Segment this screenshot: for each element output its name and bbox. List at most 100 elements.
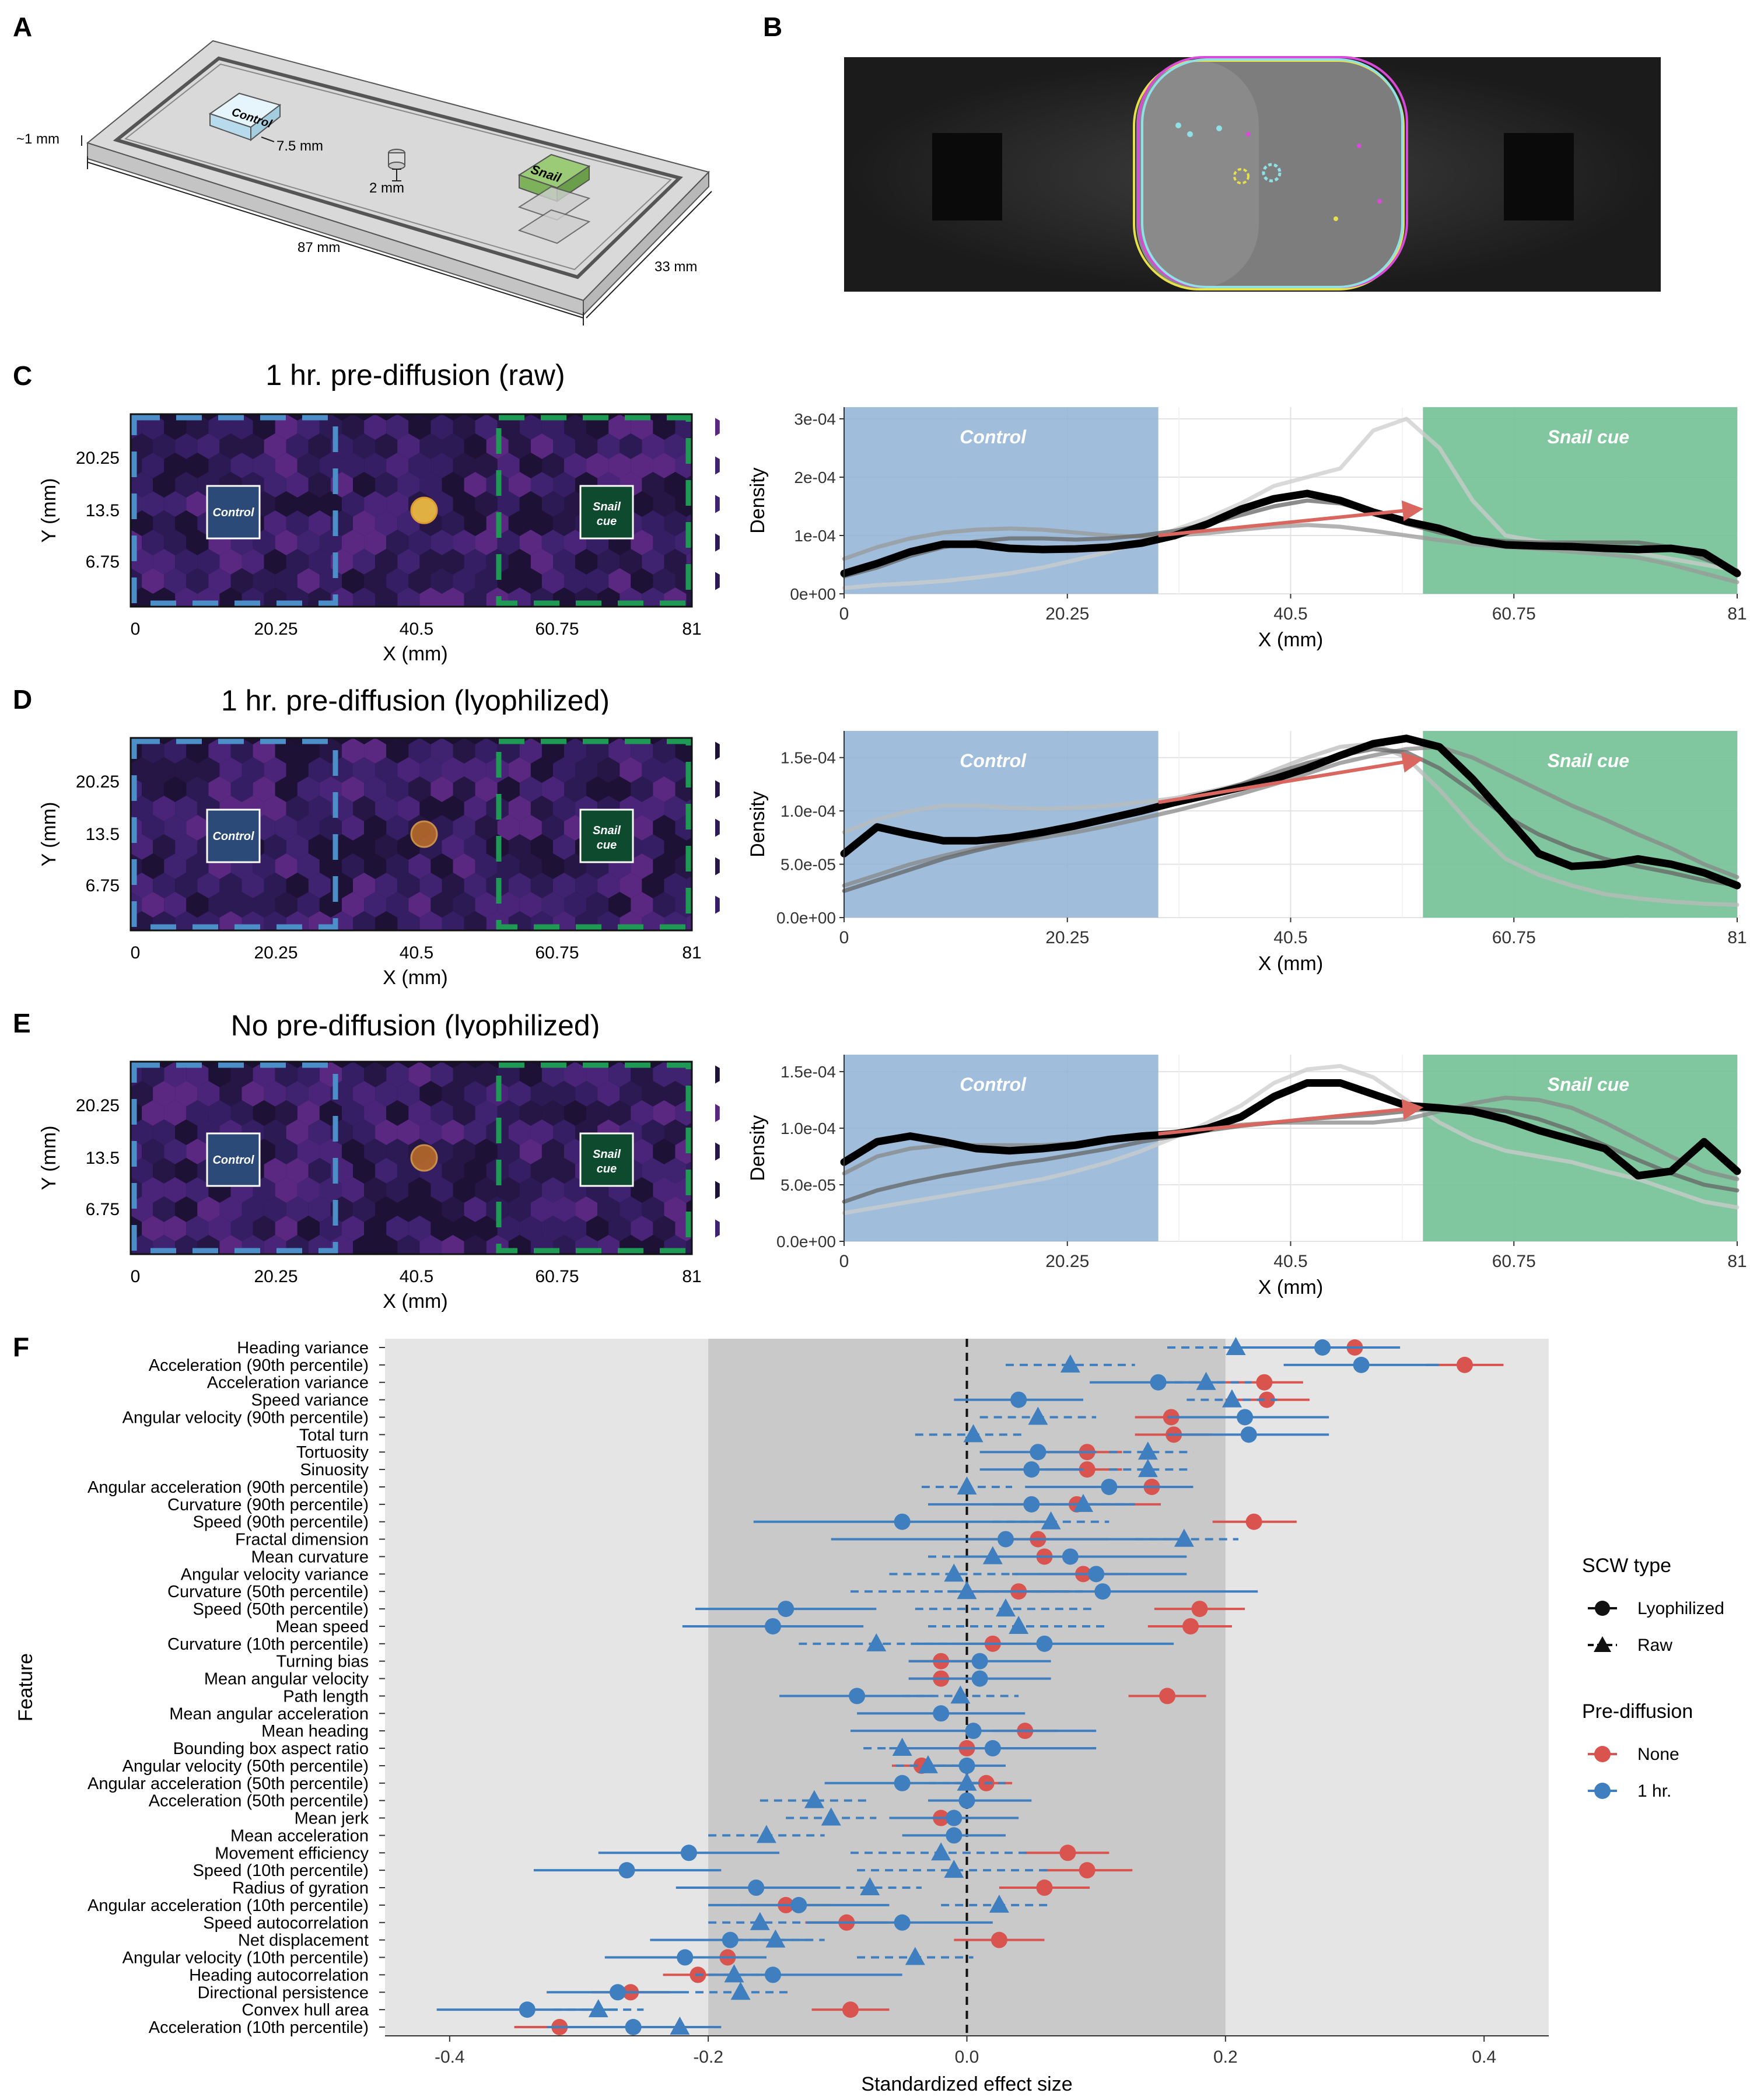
heatmap-hex bbox=[275, 1177, 298, 1203]
heatmap-hex bbox=[175, 757, 198, 783]
heatmap-hex bbox=[308, 510, 331, 536]
x-tick-label: 40.5 bbox=[400, 943, 433, 963]
heatmap-hex bbox=[530, 1196, 553, 1222]
feature-row: Mean acceleration bbox=[230, 1825, 1006, 1845]
heatmap-hex bbox=[375, 1119, 398, 1145]
heatmap-hex bbox=[408, 453, 431, 478]
heatmap-hex bbox=[541, 892, 564, 918]
control-region bbox=[844, 731, 1158, 918]
heatmap-hex bbox=[453, 1177, 475, 1203]
photo-left-well bbox=[932, 133, 1002, 220]
heatmap-hex bbox=[631, 776, 653, 802]
heatmap-hex bbox=[297, 414, 320, 440]
y-tick-label: 1.5e-04 bbox=[780, 1063, 836, 1081]
heatmap-hex bbox=[364, 491, 387, 517]
heatmap-hex bbox=[264, 796, 286, 821]
effect-point-lyophilized bbox=[1258, 1391, 1275, 1408]
effect-point-lyophilized bbox=[842, 2001, 859, 2018]
heatmap-hex bbox=[508, 757, 531, 783]
heatmap-hex bbox=[164, 414, 187, 440]
heatmap-hex bbox=[253, 1100, 275, 1126]
heatmap-hex bbox=[264, 1119, 286, 1145]
heatmap-hex bbox=[297, 815, 320, 841]
heatmap-hex bbox=[275, 1216, 298, 1241]
heatmap-hex bbox=[653, 892, 676, 918]
heatmap-hex bbox=[364, 738, 387, 764]
feature-row: Total turn bbox=[299, 1424, 1329, 1444]
heatmap-hex bbox=[575, 1081, 598, 1107]
heatmap-hex bbox=[464, 1119, 487, 1145]
heatmap-hex bbox=[375, 433, 398, 459]
heatmap-hex bbox=[142, 815, 164, 841]
heatmap-hex bbox=[364, 892, 387, 918]
heatmap-hex bbox=[620, 1196, 642, 1222]
heatmap-hex bbox=[219, 549, 242, 575]
heatmap-hex bbox=[175, 873, 198, 898]
heatmap-hex bbox=[430, 568, 453, 594]
control-zone-outline bbox=[131, 1062, 338, 1254]
heatmap-hex bbox=[197, 433, 220, 459]
heatmap-hex bbox=[453, 491, 475, 517]
feature-row: Curvature (90th percentile) bbox=[167, 1493, 1161, 1514]
heatmap-hex bbox=[164, 1062, 187, 1087]
effect-point-lyophilized bbox=[1353, 1356, 1370, 1373]
heatmap-hex bbox=[164, 1177, 187, 1203]
mask bbox=[692, 715, 715, 954]
x-axis-title: Standardized effect size bbox=[861, 2073, 1072, 2095]
heatmap-hex bbox=[297, 1177, 320, 1203]
heatmap-hex bbox=[608, 776, 631, 802]
heatmap-hex bbox=[497, 776, 520, 802]
heatmap-hex bbox=[308, 1158, 331, 1184]
heatmap-hex bbox=[430, 1177, 453, 1203]
heatmap-panel-d: Control Snail cue 0 20.25 40.5 60.75 81 20.25 13.… bbox=[38, 715, 720, 989]
effect-point-raw bbox=[1009, 1615, 1029, 1634]
legend-item-lyophilized: Lyophilized bbox=[1637, 1599, 1724, 1618]
heatmap-hex bbox=[264, 1081, 286, 1107]
heatmap-hex bbox=[131, 796, 153, 821]
bias-arrow bbox=[1158, 751, 1424, 804]
chamber-schematic: Control Snail 7.5 mm 2 mm ~1 mm 87 bbox=[16, 40, 712, 326]
heatmap-hex bbox=[541, 1216, 564, 1241]
feature-row: Mean curvature bbox=[251, 1546, 1187, 1566]
effect-point-lyophilized bbox=[1150, 1374, 1167, 1391]
heatmap-hex bbox=[519, 530, 542, 555]
heatmap-hex bbox=[608, 738, 631, 764]
effect-point-raw bbox=[1138, 1459, 1158, 1478]
heatmap-hex bbox=[642, 510, 664, 536]
heatmap-hex bbox=[208, 1216, 231, 1241]
heatmap-hex bbox=[308, 1196, 331, 1222]
snail-region-label: Snail cue bbox=[1548, 1074, 1630, 1095]
heatmap-hex bbox=[386, 1177, 409, 1203]
x-axis-title: X (mm) bbox=[383, 643, 447, 665]
heatmap-hex bbox=[142, 530, 164, 555]
control-zone-outline bbox=[131, 415, 338, 606]
feature-row: Radius of gyration bbox=[232, 1877, 1090, 1898]
heatmap-hex bbox=[541, 568, 564, 594]
heatmap-hex bbox=[453, 853, 475, 879]
heatmap-hex bbox=[664, 433, 687, 459]
heatmap-hex bbox=[297, 530, 320, 555]
heatmap-hex bbox=[286, 1158, 309, 1184]
effect-point-raw bbox=[1060, 1354, 1080, 1373]
heatmap-hex bbox=[353, 796, 376, 821]
chamber-frame bbox=[113, 56, 683, 279]
heatmap-hex bbox=[541, 853, 564, 879]
heatmap-hex bbox=[375, 510, 398, 536]
feature-label: Radius of gyration bbox=[232, 1879, 369, 1898]
effect-point-raw bbox=[1138, 1441, 1158, 1460]
heatmap-hex bbox=[608, 414, 631, 440]
heatmap-frame bbox=[130, 737, 693, 932]
heatmap-hex bbox=[653, 1139, 676, 1164]
heatmap-hex bbox=[219, 1081, 242, 1107]
effect-point-lyophilized bbox=[1456, 1356, 1473, 1373]
heatmap-hex bbox=[230, 1100, 253, 1126]
effect-point-lyophilized bbox=[933, 1705, 950, 1722]
heatmap-hex bbox=[464, 510, 487, 536]
heatmap-hex bbox=[497, 453, 520, 478]
heatmap-hex bbox=[208, 414, 231, 440]
heatmap-hex bbox=[142, 1100, 164, 1126]
heatmap-hex bbox=[164, 815, 187, 841]
effect-point-lyophilized bbox=[849, 1688, 866, 1704]
heatmap-hex bbox=[208, 892, 231, 918]
effect-point-lyophilized bbox=[778, 1601, 794, 1618]
